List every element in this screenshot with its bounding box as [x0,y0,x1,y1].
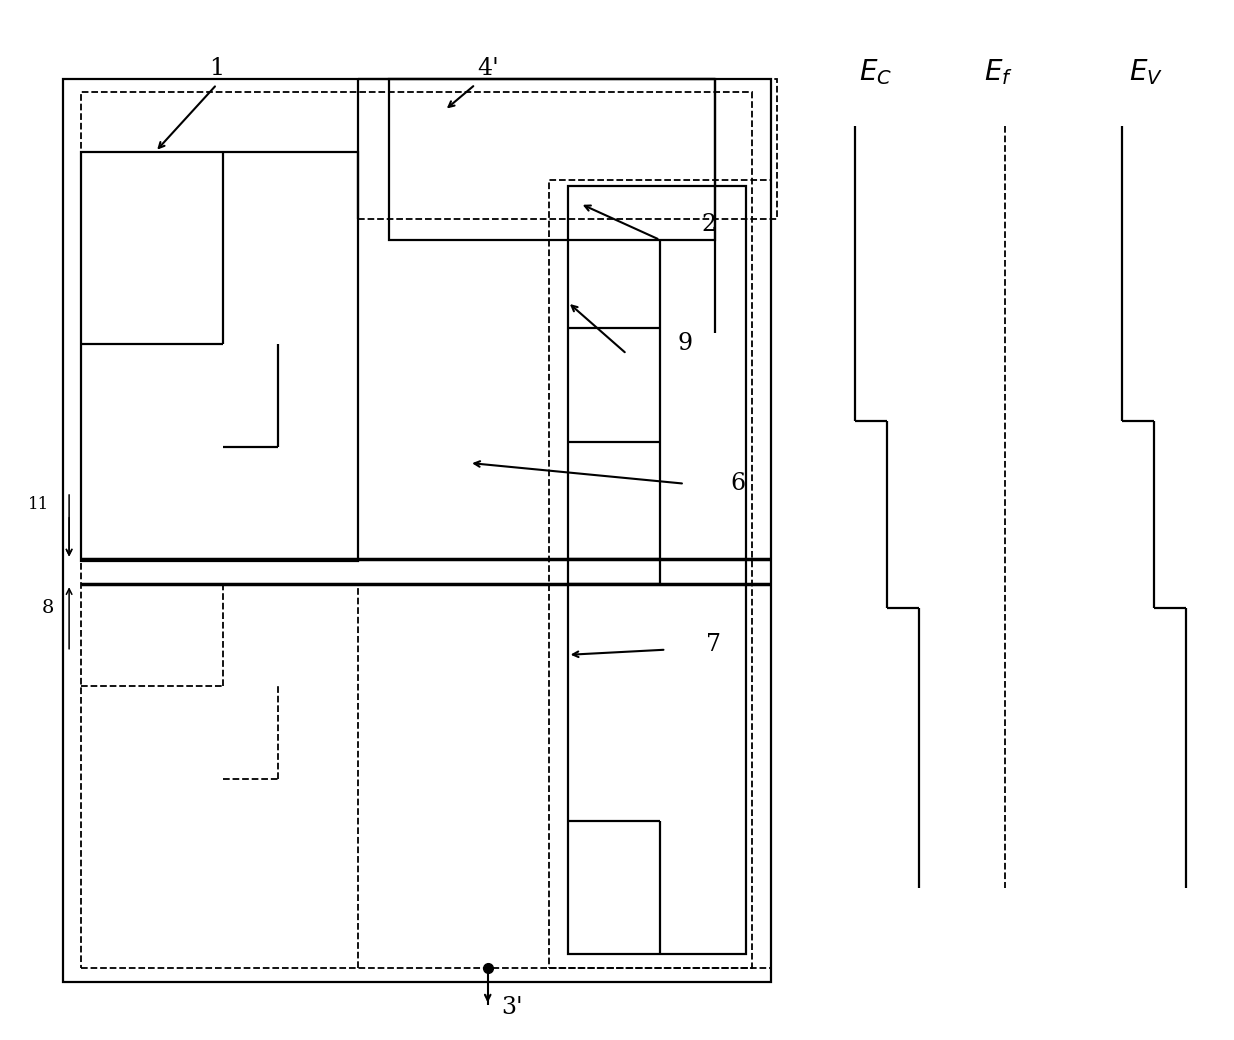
Bar [568,186,747,954]
Bar [389,79,716,240]
Bar [549,180,771,968]
Text: 4': 4' [476,57,499,80]
Text: 9: 9 [677,332,692,356]
Text: $E_f$: $E_f$ [985,57,1013,86]
Text: 1: 1 [210,57,225,80]
Text: 11: 11 [27,496,49,513]
Bar [81,152,358,562]
Text: $E_C$: $E_C$ [859,57,892,86]
Text: 2: 2 [702,213,717,236]
Bar [358,79,777,219]
Text: $E_V$: $E_V$ [1129,57,1164,86]
Text: 7: 7 [706,633,721,656]
Bar [81,92,753,968]
Text: 3': 3' [501,996,523,1019]
Text: 6: 6 [731,472,745,495]
Bar [63,79,771,982]
Text: 8: 8 [42,599,54,617]
